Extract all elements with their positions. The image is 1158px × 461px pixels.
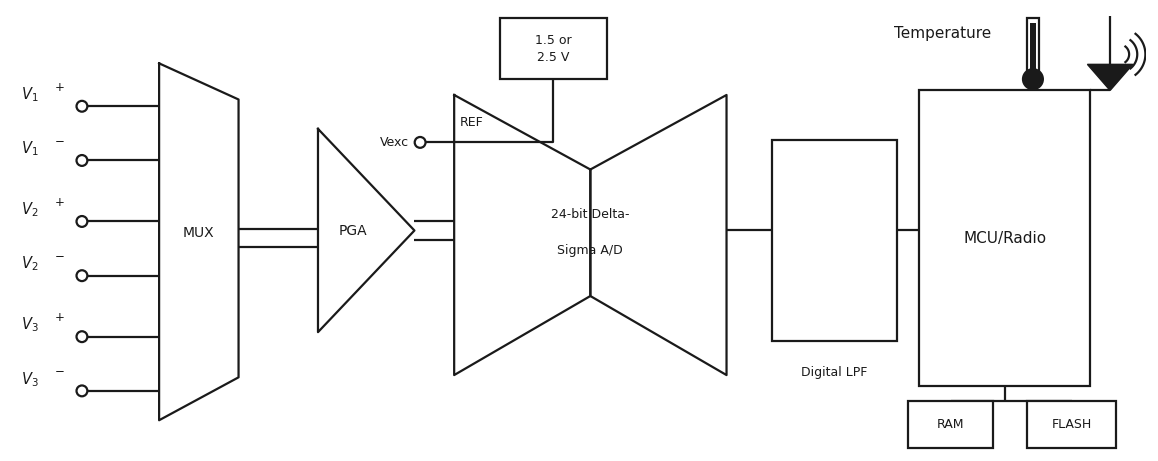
- Text: +: +: [54, 81, 65, 94]
- Ellipse shape: [76, 216, 87, 227]
- Bar: [1029, 23, 1036, 75]
- Text: REF: REF: [460, 116, 484, 129]
- Text: MUX: MUX: [183, 226, 214, 240]
- Text: $V_3$: $V_3$: [21, 316, 38, 334]
- Bar: [772, 140, 896, 341]
- Text: −: −: [54, 365, 65, 378]
- Ellipse shape: [76, 331, 87, 342]
- Ellipse shape: [76, 101, 87, 112]
- Text: Temperature: Temperature: [894, 26, 991, 41]
- Bar: [1027, 401, 1116, 448]
- Text: 24-bit Delta-: 24-bit Delta-: [551, 208, 630, 221]
- Text: $V_1$: $V_1$: [21, 85, 38, 104]
- Text: +: +: [54, 196, 65, 209]
- Ellipse shape: [76, 385, 87, 396]
- Ellipse shape: [415, 137, 425, 148]
- Text: Sigma A/D: Sigma A/D: [557, 244, 623, 257]
- Text: RAM: RAM: [937, 418, 965, 431]
- Text: −: −: [54, 135, 65, 148]
- Polygon shape: [1087, 65, 1133, 90]
- Text: −: −: [54, 250, 65, 263]
- Bar: [908, 401, 994, 448]
- Bar: [1027, 18, 1039, 77]
- Text: $V_2$: $V_2$: [21, 201, 38, 219]
- Text: FLASH: FLASH: [1051, 418, 1092, 431]
- Bar: [499, 18, 608, 79]
- Text: PGA: PGA: [338, 224, 367, 237]
- Text: +: +: [54, 311, 65, 324]
- Text: $V_1$: $V_1$: [21, 140, 38, 158]
- Bar: [919, 90, 1090, 386]
- Ellipse shape: [76, 270, 87, 281]
- Text: MCU/Radio: MCU/Radio: [963, 231, 1046, 246]
- Text: $V_2$: $V_2$: [21, 255, 38, 273]
- Text: Vexc: Vexc: [380, 136, 409, 149]
- Text: Digital LPF: Digital LPF: [801, 366, 867, 379]
- Ellipse shape: [76, 155, 87, 166]
- Text: 1.5 or
2.5 V: 1.5 or 2.5 V: [535, 34, 572, 64]
- Ellipse shape: [1023, 69, 1043, 89]
- Text: $V_3$: $V_3$: [21, 370, 38, 389]
